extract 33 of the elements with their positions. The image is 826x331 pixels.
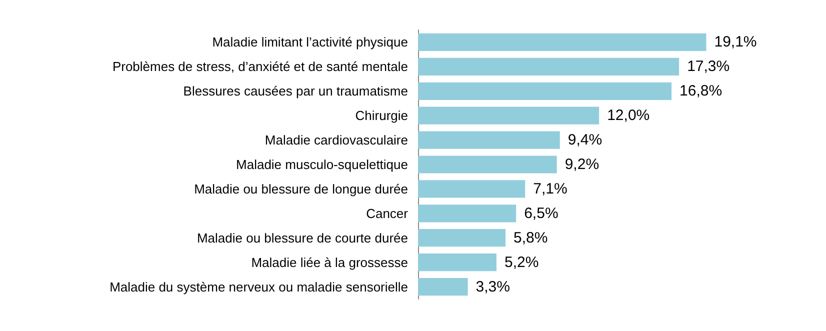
- y-tick-label: Maladie liée à la grossesse: [251, 254, 408, 270]
- y-tick-label: Problèmes de stress, d’anxiété et de santé mentale: [112, 59, 408, 74]
- y-tick-label: Maladie musculo-squelettique: [236, 157, 408, 172]
- bar: [418, 33, 706, 52]
- data-label: 9,2%: [564, 156, 600, 173]
- y-tick-label: Maladie ou blessure de longue durée: [194, 181, 408, 196]
- y-tick-label: Maladie limitant l’activité physique: [212, 34, 408, 50]
- bar: [418, 106, 600, 124]
- data-label: 6,5%: [524, 204, 558, 222]
- y-tick-label: Maladie ou blessure de courte durée: [196, 230, 408, 246]
- bar: [418, 180, 526, 198]
- bar: [418, 278, 468, 296]
- bar: [418, 229, 506, 247]
- bar: [418, 58, 680, 76]
- data-label: 12,0%: [607, 107, 650, 124]
- data-label: 16,8%: [680, 82, 722, 100]
- bar: [418, 254, 496, 272]
- data-label: 3,3%: [476, 278, 510, 296]
- y-tick-label: Blessures causées par un traumatisme: [183, 84, 408, 99]
- y-tick-label: Chirurgie: [355, 108, 408, 124]
- y-tick-label: Maladie cardiovasculaire: [264, 132, 408, 148]
- data-label: 9,4%: [568, 132, 602, 149]
- data-label: 19,1%: [714, 34, 757, 51]
- data-label: 5,2%: [504, 254, 539, 271]
- y-tick-label: Cancer: [366, 206, 409, 221]
- bar: [418, 204, 516, 222]
- data-label: 7,1%: [533, 180, 568, 198]
- bar: [418, 82, 672, 100]
- data-label: 5,8%: [514, 229, 548, 246]
- y-tick-label: Maladie du système nerveux ou maladie sensorielle: [110, 279, 408, 294]
- data-label: 17,3%: [687, 58, 730, 76]
- bar: [418, 131, 560, 149]
- bar: [418, 156, 557, 174]
